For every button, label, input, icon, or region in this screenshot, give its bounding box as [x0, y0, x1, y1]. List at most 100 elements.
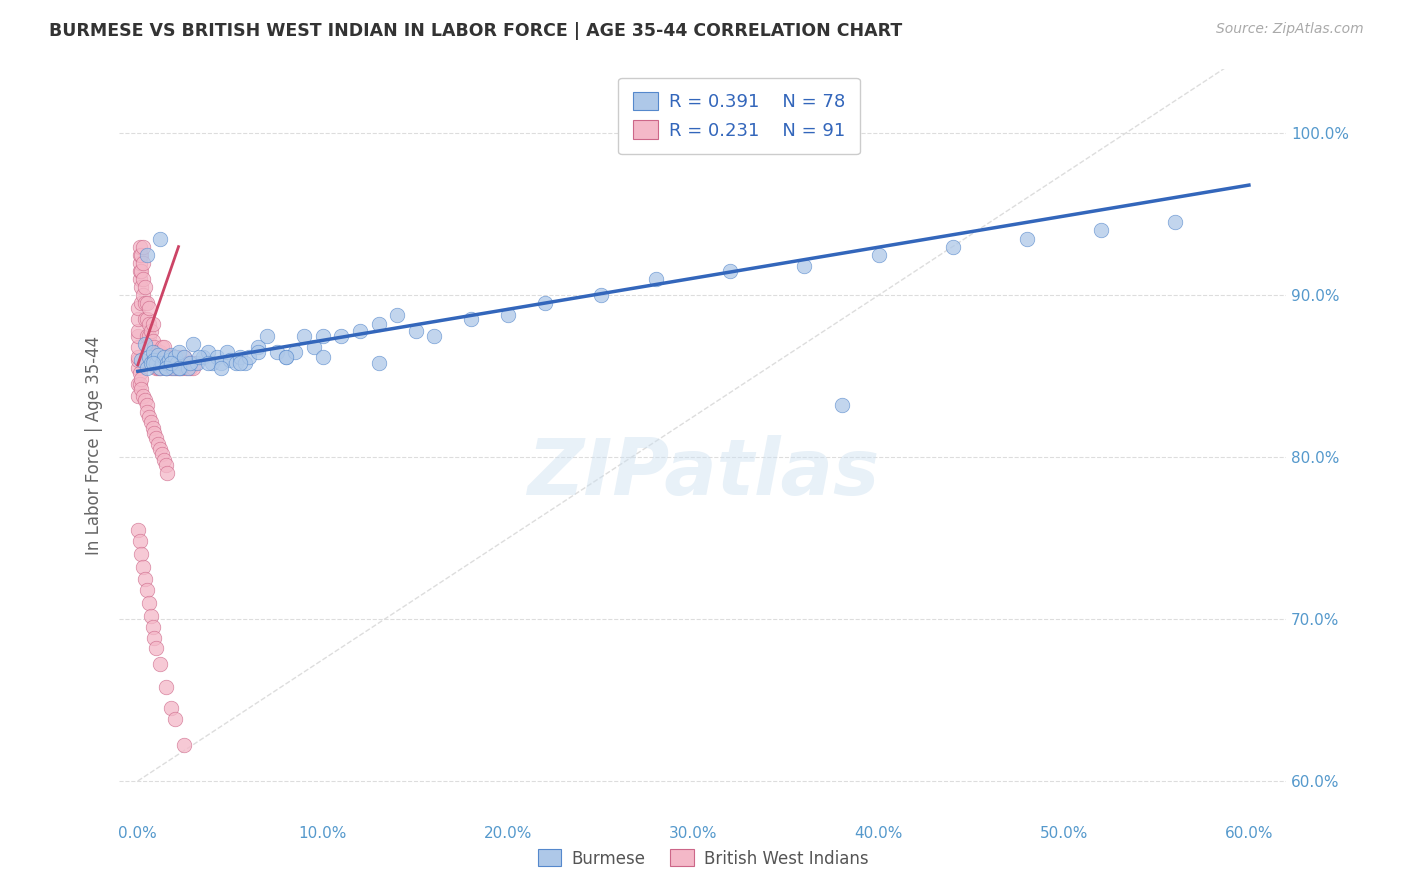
Point [128, 534, 150, 549]
Point [423, 328, 446, 343]
Point [197, 344, 219, 359]
Point [163, 350, 186, 364]
Point [256, 328, 278, 343]
Point [127, 389, 149, 403]
Point [166, 356, 188, 370]
Point [149, 442, 172, 456]
Point [149, 344, 172, 359]
Point [177, 356, 200, 370]
Point [128, 239, 150, 253]
Text: BURMESE VS BRITISH WEST INDIAN IN LABOR FORCE | AGE 35-44 CORRELATION CHART: BURMESE VS BRITISH WEST INDIAN IN LABOR … [49, 22, 903, 40]
Legend: Burmese, British West Indians: Burmese, British West Indians [526, 838, 880, 880]
Point [131, 264, 153, 278]
Point [138, 301, 160, 315]
Point [139, 324, 162, 338]
Point [136, 296, 159, 310]
Point [201, 356, 224, 370]
Point [180, 356, 202, 370]
Point [142, 421, 165, 435]
Point [143, 356, 166, 370]
Text: Source: ZipAtlas.com: Source: ZipAtlas.com [1216, 22, 1364, 37]
Point [138, 328, 160, 343]
Point [156, 350, 179, 364]
Point [134, 336, 156, 351]
Point [228, 350, 250, 364]
Point [233, 356, 256, 370]
Point [145, 344, 167, 359]
Point [162, 361, 184, 376]
Point [160, 348, 183, 362]
Point [942, 239, 965, 253]
Point [868, 248, 890, 262]
Point [215, 344, 238, 359]
Point [645, 272, 668, 286]
Point [138, 409, 160, 424]
Point [173, 356, 195, 370]
Point [718, 264, 741, 278]
Point [131, 353, 153, 368]
Point [312, 350, 335, 364]
Point [284, 344, 307, 359]
Point [152, 350, 174, 364]
Point [132, 560, 155, 574]
Point [131, 248, 153, 262]
Point [136, 312, 159, 326]
Point [132, 288, 155, 302]
Point [173, 350, 195, 364]
Point [228, 356, 250, 370]
Point [127, 324, 149, 338]
Point [127, 350, 149, 364]
Point [138, 350, 160, 364]
Point [1090, 223, 1112, 237]
Legend: R = 0.391    N = 78, R = 0.231    N = 91: R = 0.391 N = 78, R = 0.231 N = 91 [619, 78, 859, 154]
Point [156, 356, 179, 370]
Point [139, 608, 162, 623]
Point [152, 356, 174, 370]
Point [157, 356, 180, 370]
Point [134, 296, 156, 310]
Point [134, 312, 156, 326]
Point [146, 344, 169, 359]
Point [155, 680, 177, 694]
Point [156, 361, 179, 376]
Point [174, 361, 197, 376]
Point [160, 361, 183, 376]
Point [150, 340, 173, 354]
Point [167, 361, 190, 376]
Point [172, 361, 194, 376]
Point [183, 336, 205, 351]
Point [145, 361, 167, 376]
Point [149, 361, 172, 376]
Point [142, 318, 165, 332]
Point [160, 701, 183, 715]
Point [173, 739, 195, 753]
Point [134, 393, 156, 408]
Point [132, 256, 155, 270]
Y-axis label: In Labor Force | Age 35-44: In Labor Force | Age 35-44 [86, 335, 103, 555]
Point [163, 350, 186, 364]
Point [128, 366, 150, 380]
Point [127, 312, 149, 326]
Point [179, 356, 201, 370]
Text: ZIPatlas: ZIPatlas [527, 434, 879, 511]
Point [367, 356, 389, 370]
Point [146, 361, 169, 376]
Point [160, 356, 183, 370]
Point [179, 361, 201, 376]
Point [149, 231, 172, 245]
Point [132, 272, 155, 286]
Point [534, 296, 557, 310]
Point [152, 453, 174, 467]
Point [173, 350, 195, 364]
Point [131, 547, 153, 561]
Point [247, 340, 270, 354]
Point [169, 361, 191, 376]
Point [128, 272, 150, 286]
Point [167, 344, 190, 359]
Point [149, 361, 172, 376]
Point [187, 350, 209, 364]
Point [146, 348, 169, 362]
Point [1015, 231, 1038, 245]
Point [197, 356, 219, 370]
Point [132, 239, 155, 253]
